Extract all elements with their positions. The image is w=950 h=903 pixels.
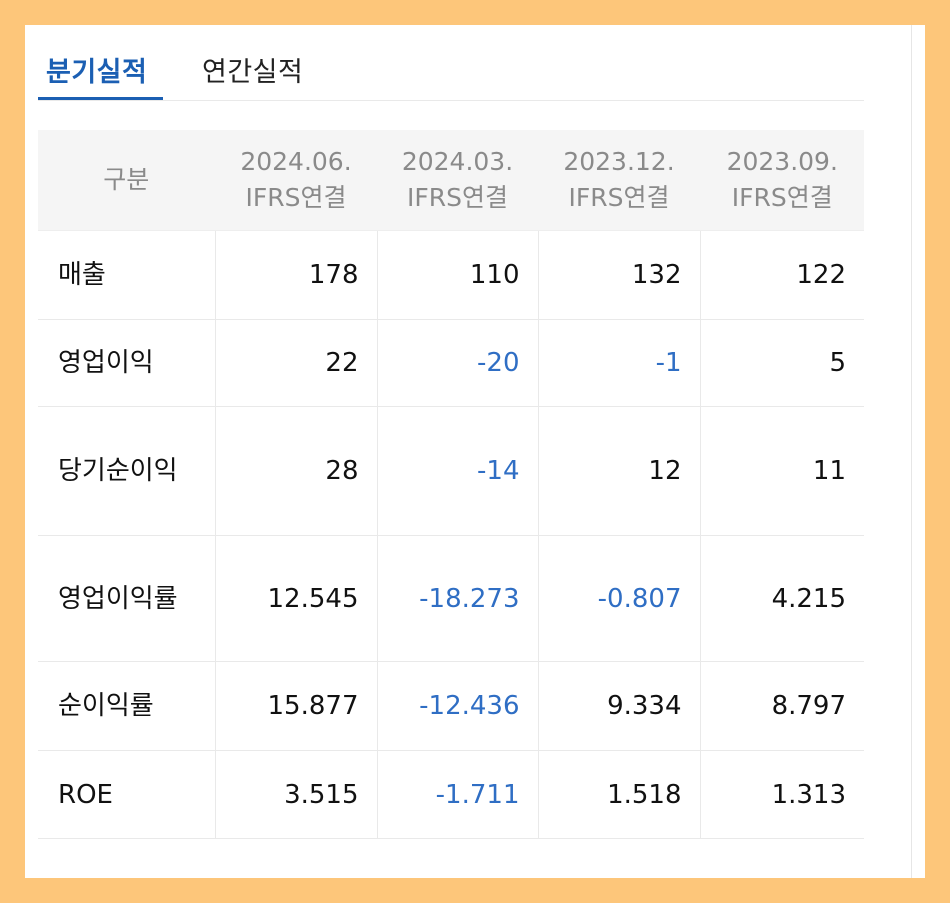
column-header: 2024.03. IFRS연결 <box>376 130 538 231</box>
row-label: 영업이익 <box>38 319 215 407</box>
row-label: 영업이익률 <box>38 535 215 662</box>
cell-value: 110 <box>376 230 538 320</box>
cell-value: -1.711 <box>376 750 538 839</box>
panel-edge <box>911 25 912 878</box>
tab-annual[interactable]: 연간실적 <box>202 57 304 88</box>
cell-value: 122 <box>699 230 864 320</box>
header-label: 구분 <box>38 130 215 231</box>
cell-value: -12.436 <box>376 661 538 751</box>
table-row: 매출 178 110 132 122 <box>38 230 864 320</box>
cell-value: 22 <box>214 319 377 407</box>
cell-value: -0.807 <box>537 535 700 662</box>
row-label: ROE <box>38 750 215 839</box>
cell-value: 9.334 <box>537 661 700 751</box>
cell-value: -20 <box>376 319 538 407</box>
cell-value: 5 <box>699 319 864 407</box>
cell-value: 28 <box>214 406 377 536</box>
column-header: 2024.06. IFRS연결 <box>214 130 377 231</box>
row-label: 순이익률 <box>38 661 215 751</box>
cell-value: 15.877 <box>214 661 377 751</box>
table-row: 당기순이익 28 -14 12 11 <box>38 406 864 536</box>
tab-quarterly[interactable]: 분기실적 <box>46 57 148 88</box>
cell-value: 8.797 <box>699 661 864 751</box>
performance-table: 구분 2024.06. IFRS연결 2024.03. IFRS연결 2023.… <box>38 130 864 839</box>
column-header: 2023.12. IFRS연결 <box>537 130 700 231</box>
table-row: 순이익률 15.877 -12.436 9.334 8.797 <box>38 661 864 751</box>
cell-value: 178 <box>214 230 377 320</box>
table-row: 영업이익률 12.545 -18.273 -0.807 4.215 <box>38 535 864 662</box>
cell-value: 132 <box>537 230 700 320</box>
cell-value: 3.515 <box>214 750 377 839</box>
cell-value: -14 <box>376 406 538 536</box>
cell-value: -18.273 <box>376 535 538 662</box>
cell-value: 1.313 <box>699 750 864 839</box>
period-tabs: 분기실적 연간실적 <box>38 40 864 101</box>
cell-value: 12 <box>537 406 700 536</box>
cell-value: 4.215 <box>699 535 864 662</box>
table-row: ROE 3.515 -1.711 1.518 1.313 <box>38 750 864 839</box>
cell-value: 12.545 <box>214 535 377 662</box>
cell-value: 1.518 <box>537 750 700 839</box>
table-header-row: 구분 2024.06. IFRS연결 2024.03. IFRS연결 2023.… <box>38 130 864 231</box>
row-label: 매출 <box>38 230 215 320</box>
row-label: 당기순이익 <box>38 406 215 536</box>
cell-value: -1 <box>537 319 700 407</box>
column-header: 2023.09. IFRS연결 <box>699 130 864 231</box>
active-tab-indicator <box>38 97 163 100</box>
table-row: 영업이익 22 -20 -1 5 <box>38 319 864 407</box>
cell-value: 11 <box>699 406 864 536</box>
